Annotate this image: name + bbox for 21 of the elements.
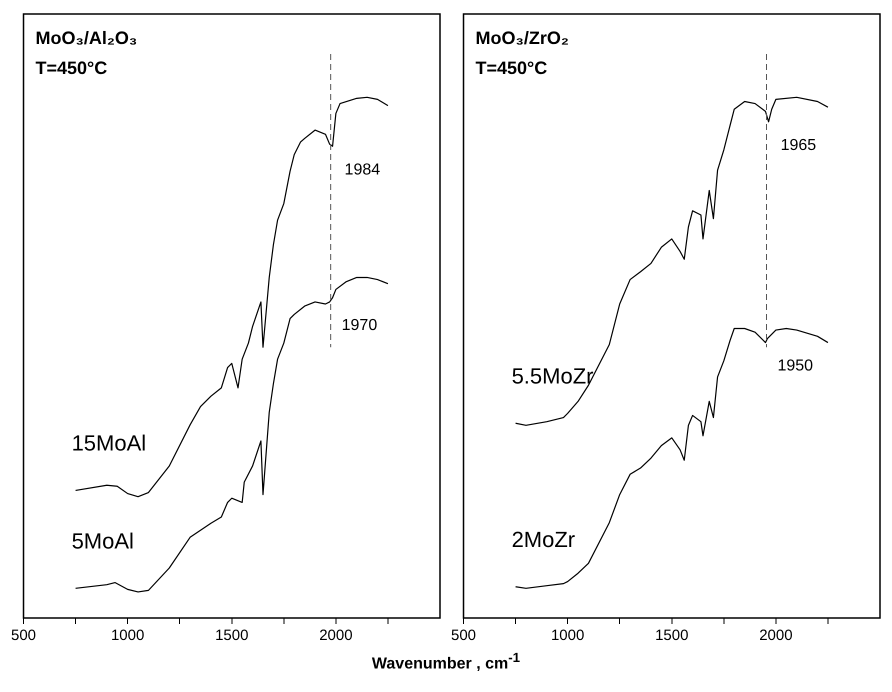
- x-tick-label: 1500: [655, 627, 688, 644]
- chart-title: MoO₃/Al₂O₃: [36, 28, 138, 48]
- series-label: 5.5MoZr: [512, 363, 594, 388]
- series-label: 15MoAl: [72, 430, 146, 456]
- x-tick-label: 2000: [319, 627, 353, 644]
- x-tick-label: 500: [11, 627, 36, 644]
- x-tick-label: 1500: [215, 627, 248, 644]
- chart-subtitle: T=450°C: [476, 58, 548, 78]
- x-tick-label: 2000: [759, 627, 793, 644]
- annotation: 1970: [342, 316, 378, 334]
- series-label: 2MoZr: [512, 526, 576, 552]
- x-axis-title: Wavenumber , cm$^{-1}$: [370, 650, 522, 674]
- x-tick-label: 1000: [110, 627, 144, 644]
- chart-title: MoO₃/ZrO₂: [476, 28, 569, 48]
- annotation: 1965: [780, 136, 816, 154]
- chart-subtitle: T=450°C: [36, 58, 108, 78]
- x-tick-label: 1000: [550, 627, 584, 644]
- x-tick-label: 500: [451, 627, 476, 644]
- series-label: 5MoAl: [72, 528, 134, 554]
- annotation: 1984: [344, 161, 380, 178]
- annotation: 1950: [777, 358, 814, 375]
